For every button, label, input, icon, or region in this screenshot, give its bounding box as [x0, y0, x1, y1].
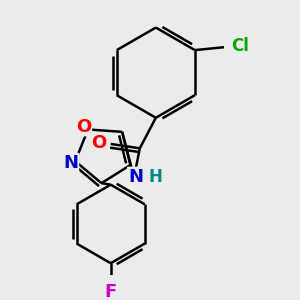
Text: H: H — [148, 167, 162, 185]
Text: F: F — [105, 283, 117, 300]
Text: N: N — [63, 154, 78, 172]
Text: O: O — [76, 118, 91, 136]
Text: O: O — [92, 134, 107, 152]
Text: N: N — [128, 167, 143, 185]
Text: Cl: Cl — [231, 37, 249, 55]
